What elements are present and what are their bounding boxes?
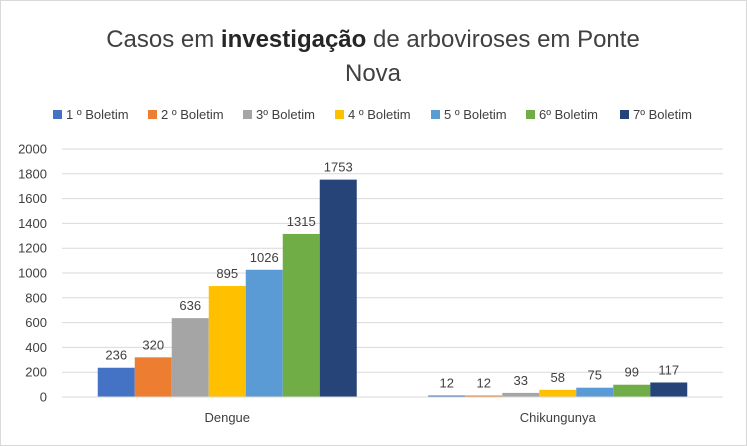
chart-title-line1: Casos em investigação de arboviroses em … <box>106 26 640 53</box>
y-tick-label: 2000 <box>18 142 47 157</box>
legend-swatch <box>148 110 157 119</box>
legend-swatch <box>431 110 440 119</box>
bar <box>134 357 172 397</box>
data-label: 1315 <box>287 214 316 229</box>
data-label: 33 <box>514 373 528 388</box>
bar <box>171 318 209 397</box>
data-label: 75 <box>588 368 602 383</box>
data-label: 320 <box>142 337 164 352</box>
legend-swatch <box>53 110 62 119</box>
legend-swatch <box>335 110 344 119</box>
legend-label: 1 º Boletim <box>66 107 129 122</box>
data-label: 58 <box>551 370 565 385</box>
chart-title-pre: Casos em <box>106 26 221 53</box>
bars: 236 320 636 895 1026 1315 1753 12 12 33 58 75 99 117 <box>97 160 688 397</box>
data-label: 1753 <box>324 160 353 175</box>
bar <box>465 395 503 397</box>
data-label: 1026 <box>250 250 279 265</box>
legend-label: 7º Boletim <box>633 107 692 122</box>
bar <box>613 384 651 397</box>
legend: 1 º Boletim 2 º Boletim 3º Boletim 4 º Bole… <box>53 107 692 122</box>
y-tick-label: 600 <box>25 315 47 330</box>
x-axis: Dengue Chikungunya <box>62 396 723 425</box>
bar <box>245 269 283 397</box>
y-axis: 0 200 400 600 800 1000 1200 1400 1600 1800 2000 <box>18 142 47 405</box>
legend-swatch <box>620 110 629 119</box>
y-tick-label: 800 <box>25 290 47 305</box>
legend-label: 3º Boletim <box>256 107 315 122</box>
bar <box>576 387 614 397</box>
legend-swatch <box>526 110 535 119</box>
chart-title-line2: Nova <box>345 60 402 87</box>
legend-label: 5 º Boletim <box>444 107 507 122</box>
legend-swatch <box>243 110 252 119</box>
bar <box>502 392 540 397</box>
data-label: 636 <box>179 298 201 313</box>
bar <box>319 179 357 397</box>
data-label: 12 <box>477 376 491 391</box>
legend-label: 2 º Boletim <box>161 107 224 122</box>
data-label: 99 <box>625 365 639 380</box>
data-label: 895 <box>216 266 238 281</box>
y-tick-label: 1200 <box>18 241 47 256</box>
category-label: Chikungunya <box>520 410 597 425</box>
bar <box>650 382 688 397</box>
bar <box>282 233 320 397</box>
y-tick-label: 1000 <box>18 266 47 281</box>
data-label: 12 <box>440 376 454 391</box>
y-tick-label: 0 <box>40 390 47 405</box>
y-tick-label: 200 <box>25 365 47 380</box>
legend-label: 6º Boletim <box>539 107 598 122</box>
bar <box>97 367 135 397</box>
bar <box>208 286 246 397</box>
y-tick-label: 1800 <box>18 166 47 181</box>
legend-label: 4 º Boletim <box>348 107 411 122</box>
chart-title-post: de arboviroses em Ponte <box>366 26 639 53</box>
category-label: Dengue <box>204 410 250 425</box>
chart-title-bold: investigação <box>221 26 366 53</box>
bar <box>428 395 466 397</box>
y-tick-label: 1400 <box>18 216 47 231</box>
data-label: 117 <box>658 362 679 377</box>
y-tick-label: 1600 <box>18 191 47 206</box>
data-label: 236 <box>105 348 127 363</box>
bar <box>539 389 577 397</box>
y-tick-label: 400 <box>25 340 47 355</box>
